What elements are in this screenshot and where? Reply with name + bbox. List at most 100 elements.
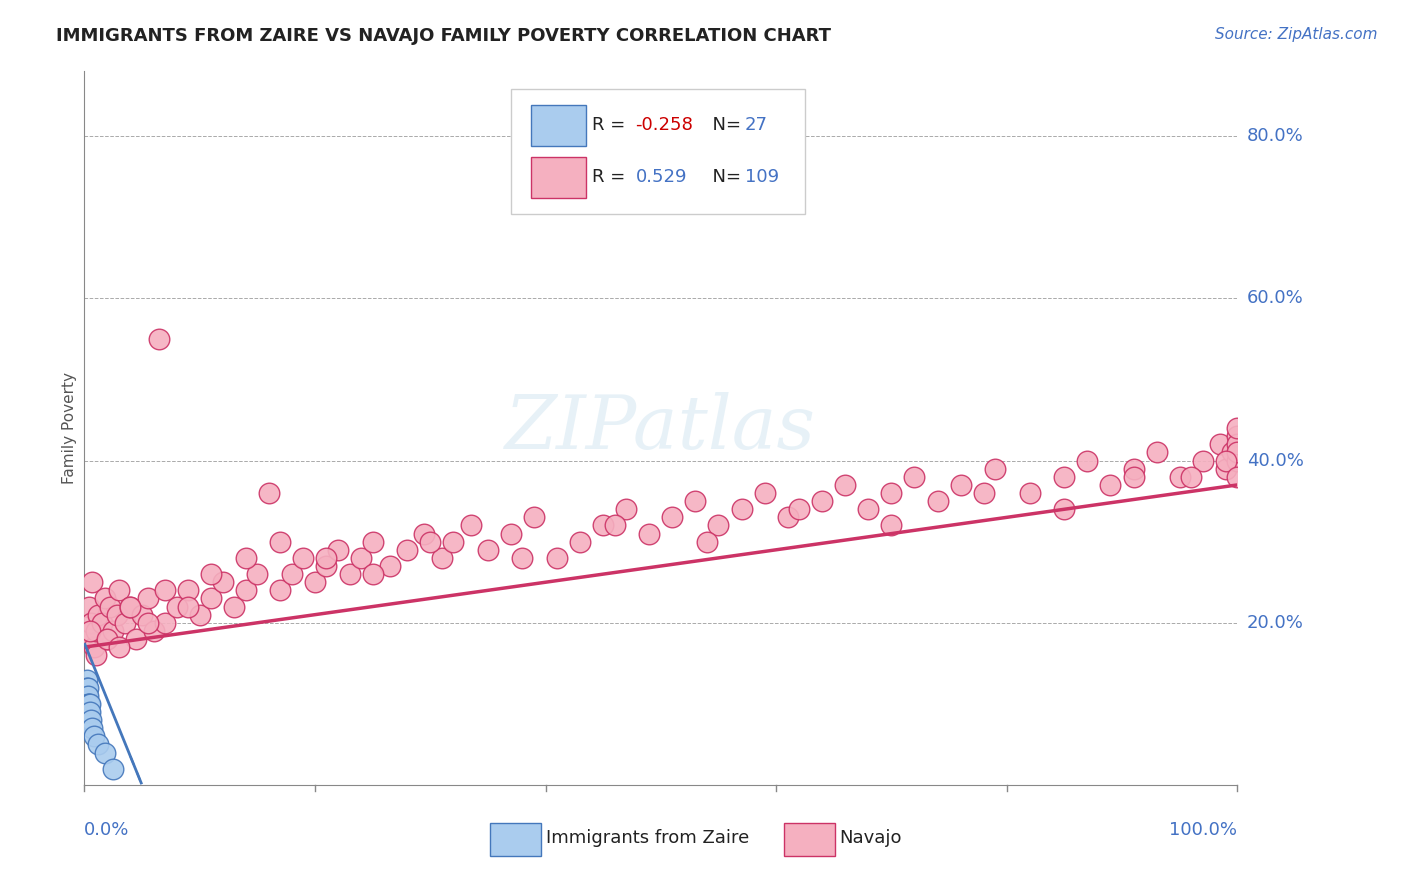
Point xyxy=(903,470,925,484)
Point xyxy=(292,550,315,565)
Point xyxy=(77,713,100,727)
Point xyxy=(413,526,436,541)
Point xyxy=(1146,445,1168,459)
Point xyxy=(98,599,121,614)
Point xyxy=(177,583,200,598)
Text: 40.0%: 40.0% xyxy=(1247,451,1303,469)
Point xyxy=(361,534,384,549)
Point xyxy=(82,721,104,735)
Point xyxy=(1191,453,1213,467)
Point xyxy=(120,599,142,614)
Point xyxy=(326,542,349,557)
Point xyxy=(696,534,718,549)
Point xyxy=(200,591,222,606)
Point xyxy=(136,591,159,606)
Text: 0.0%: 0.0% xyxy=(84,821,129,838)
Point xyxy=(603,518,626,533)
Point xyxy=(1226,429,1249,443)
Text: ZIPatlas: ZIPatlas xyxy=(505,392,817,465)
Point xyxy=(76,689,98,703)
Point xyxy=(1099,478,1122,492)
Point xyxy=(441,534,464,549)
Point xyxy=(77,697,100,711)
Point xyxy=(1226,445,1249,459)
Text: 0.529: 0.529 xyxy=(636,168,688,186)
Point xyxy=(83,640,105,654)
Point xyxy=(419,534,441,549)
Point xyxy=(269,534,291,549)
Point xyxy=(224,599,246,614)
Point xyxy=(75,697,97,711)
Y-axis label: Family Poverty: Family Poverty xyxy=(62,372,77,484)
Point xyxy=(94,746,117,760)
Point xyxy=(211,575,233,590)
Point xyxy=(880,518,903,533)
Point xyxy=(120,599,142,614)
Point xyxy=(460,518,482,533)
Point xyxy=(1122,470,1144,484)
Point xyxy=(1209,437,1232,451)
Point xyxy=(76,681,98,695)
Point xyxy=(76,713,98,727)
Text: R =: R = xyxy=(592,168,631,186)
Point xyxy=(661,510,683,524)
Text: N=: N= xyxy=(702,168,747,186)
Point xyxy=(269,583,291,598)
Point xyxy=(76,681,98,695)
Point xyxy=(75,713,97,727)
Text: R =: R = xyxy=(592,116,631,134)
Point xyxy=(114,615,136,630)
Point xyxy=(177,599,200,614)
Text: -0.258: -0.258 xyxy=(636,116,693,134)
Text: 27: 27 xyxy=(745,116,768,134)
Text: 80.0%: 80.0% xyxy=(1247,128,1303,145)
Point xyxy=(949,478,972,492)
Point xyxy=(685,494,707,508)
Point xyxy=(87,738,110,752)
Point xyxy=(76,705,98,719)
Point xyxy=(153,583,176,598)
Point xyxy=(1215,453,1237,467)
Point xyxy=(396,542,419,557)
Point xyxy=(96,632,118,646)
FancyBboxPatch shape xyxy=(785,823,835,856)
FancyBboxPatch shape xyxy=(530,105,586,146)
Point xyxy=(131,607,153,622)
Point xyxy=(1053,470,1076,484)
Point xyxy=(76,697,98,711)
Point xyxy=(339,567,361,582)
Point xyxy=(103,762,124,776)
Point xyxy=(87,607,110,622)
Point xyxy=(90,615,112,630)
Point xyxy=(984,461,1007,475)
Point xyxy=(84,648,107,663)
Point xyxy=(315,550,337,565)
Point xyxy=(166,599,188,614)
Point xyxy=(512,550,534,565)
Point xyxy=(246,567,269,582)
Point xyxy=(1226,421,1249,435)
Point xyxy=(707,518,730,533)
Point xyxy=(546,550,568,565)
Point xyxy=(76,673,98,687)
Point xyxy=(834,478,856,492)
Text: Source: ZipAtlas.com: Source: ZipAtlas.com xyxy=(1215,27,1378,42)
Point xyxy=(76,689,98,703)
Point xyxy=(79,632,101,646)
Point xyxy=(811,494,834,508)
Point xyxy=(499,526,522,541)
Text: 20.0%: 20.0% xyxy=(1247,614,1303,632)
Point xyxy=(880,486,903,500)
Point xyxy=(592,518,614,533)
Text: 60.0%: 60.0% xyxy=(1247,289,1303,308)
Point xyxy=(96,632,118,646)
Point xyxy=(477,542,499,557)
Point xyxy=(281,567,304,582)
Point xyxy=(257,486,280,500)
Point xyxy=(142,624,165,638)
Point xyxy=(730,502,752,516)
Text: N=: N= xyxy=(702,116,747,134)
Point xyxy=(361,567,384,582)
Point xyxy=(430,550,453,565)
Point xyxy=(315,559,337,574)
